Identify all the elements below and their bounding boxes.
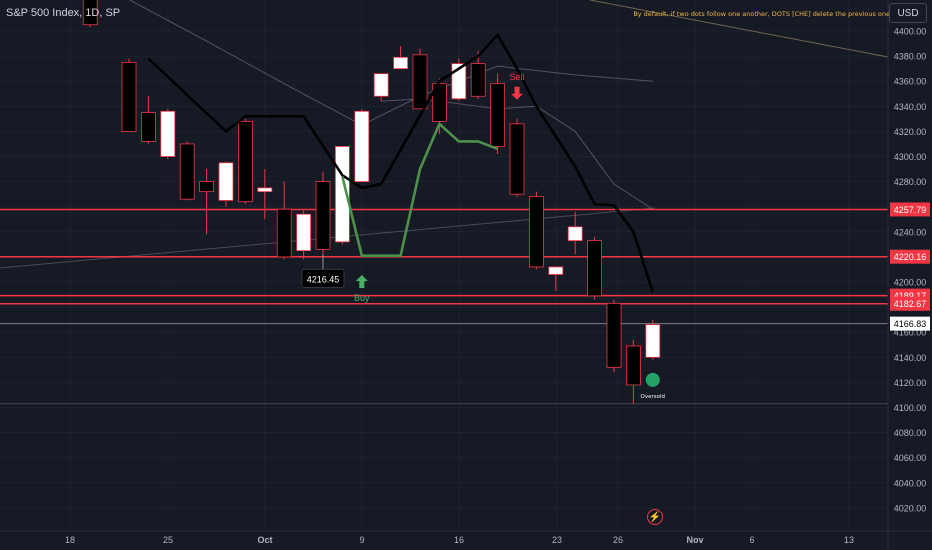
buy-label: Buy [354,293,370,303]
candle-body [529,196,544,268]
candle-body [470,63,486,97]
currency-button[interactable]: USD [889,3,927,23]
price-label-box [890,316,930,331]
candle-body [82,0,98,26]
buy-signal-line [341,122,499,257]
time-tick-label: 26 [613,535,623,545]
candle-body [237,120,253,203]
price-label-box [890,249,930,264]
price-tick-label: 4200.00 [894,278,927,288]
price-tick-label: 4300.00 [894,152,927,162]
moving-averages [0,0,889,269]
time-tick-label: Oct [257,535,272,545]
time-tick-label: 25 [163,535,173,545]
oversold-label: Oversold [641,394,665,400]
candle-body [412,54,428,110]
moving-average-slow [128,0,653,126]
time-tick-label: 9 [359,535,364,545]
price-tick-label: 4080.00 [894,428,927,438]
candle-body [179,143,195,200]
candle-body [393,56,409,70]
price-label: 4189.17 [894,291,927,301]
time-tick-label: 18 [65,535,75,545]
candle-body [140,112,156,142]
low-label-text: 4216.45 [307,274,340,284]
sell-arrow-icon [511,86,523,100]
price-tick-label: 4280.00 [894,177,927,187]
symbol-title[interactable]: S&P 500 Index, 1D, SP [6,7,121,19]
price-label-box [890,296,930,311]
low-label-box [301,268,345,288]
candle-body [645,324,661,358]
price-label: 4257.79 [894,205,927,215]
price-tick-label: 4120.00 [894,378,927,388]
candle-body [587,240,602,297]
candle-body [257,187,273,193]
price-label-box [890,202,930,217]
price-tick-label: 4340.00 [894,102,927,112]
price-tick-label: 4040.00 [894,478,927,488]
time-tick-label: 23 [552,535,562,545]
candle-body [160,110,176,157]
candle-body [373,73,389,97]
price-tick-label: 4020.00 [894,503,927,513]
price-label: 4220.16 [894,252,927,262]
candle-body [276,208,292,258]
time-tick-label: 13 [844,535,854,545]
price-tick-label: 4240.00 [894,227,927,237]
candle-body [548,266,564,275]
candle-body [626,345,641,386]
price-tick-label: 4400.00 [894,27,927,37]
oversold-dot [645,372,660,387]
price-label: 4182.67 [894,299,927,309]
grid-lines [0,0,888,531]
resistance-trend-line [589,0,889,58]
candle-body [121,61,137,132]
price-tick-label: 4140.00 [894,353,927,363]
price-tick-label: 4160.00 [894,328,927,338]
price-tick-label: 4360.00 [894,77,927,87]
candle-body [296,213,312,252]
candle-body [606,302,622,368]
candle-body [567,226,583,241]
support-resistance-levels [0,208,888,405]
price-tick-label: 4100.00 [894,403,927,413]
sell-label: Sell [509,72,524,82]
price-tick-label: 4380.00 [894,52,927,62]
time-tick-label: 6 [749,535,754,545]
candle-body [218,162,234,201]
price-tick-label: 4060.00 [894,453,927,463]
trend-lines [147,33,655,293]
price-axis-background [888,0,932,550]
trend-line-black [147,33,655,293]
candle-body [354,110,370,182]
candle-body [509,123,525,195]
lightning-icon[interactable]: ⚡ [647,509,663,525]
candlesticks [82,0,661,404]
annotations: 4216.45 Buy Sell Oversold [301,72,665,400]
time-tick-label: 16 [454,535,464,545]
buy-arrow-icon [355,275,368,288]
candle-body [490,83,506,147]
candle-body [315,181,331,250]
indicator-notice: By default, if two dots follow one anoth… [633,10,890,18]
candle-body [199,181,215,193]
time-tick-label: Nov [686,535,703,545]
price-label: 4166.83 [894,319,927,329]
price-tick-label: 4320.00 [894,127,927,137]
